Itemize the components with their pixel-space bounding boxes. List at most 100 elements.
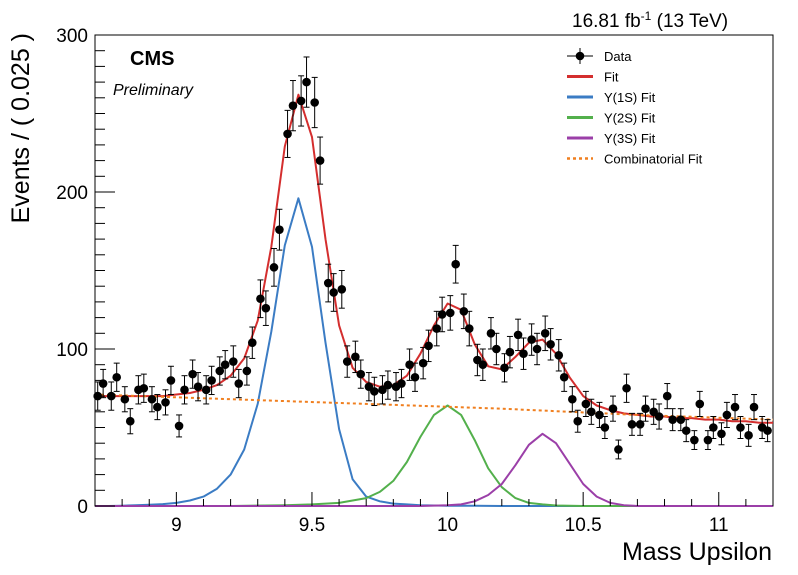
data-point (730, 402, 740, 412)
data-point (424, 341, 433, 351)
data-point (635, 420, 645, 429)
data-point (600, 423, 610, 432)
legend-data-marker (575, 51, 585, 61)
data-point (256, 294, 265, 304)
data-point (323, 278, 333, 288)
x-tick-label: 10.5 (565, 515, 602, 536)
data-point (681, 426, 691, 435)
data-point (736, 423, 745, 432)
fit-curve-2 (95, 197, 773, 507)
data-point (275, 225, 284, 234)
x-tick-label: 9.5 (299, 515, 325, 536)
y-tick-label: 0 (77, 497, 88, 518)
plot-frame (94, 34, 774, 507)
data-point (356, 369, 366, 379)
data-point (383, 380, 393, 390)
data-point (622, 383, 631, 393)
data-point (595, 410, 604, 420)
data-point (540, 329, 550, 338)
data-point (139, 383, 149, 393)
data-point (554, 350, 564, 360)
data-point (709, 423, 718, 432)
data-point (234, 379, 244, 388)
data-point (193, 382, 203, 391)
data-point (654, 412, 664, 421)
data-point (559, 372, 569, 382)
legend: Data Fit Υ(1S) Fit Υ(2S) Fit Υ(3S) Fit Combin… (567, 48, 703, 167)
data-point (201, 385, 211, 395)
legend-label: Υ(1S) Fit (604, 90, 656, 105)
data-point (627, 420, 637, 429)
data-point (478, 360, 488, 370)
data-point (405, 360, 414, 370)
data-point (532, 344, 542, 354)
data-point (188, 369, 197, 379)
x-tick-label: 9 (171, 515, 182, 536)
data-point (112, 372, 121, 382)
y-tick-label: 200 (56, 183, 88, 204)
data-point (125, 416, 135, 426)
y-tick-label: 100 (56, 340, 88, 361)
data-point (147, 394, 157, 404)
data-point (215, 366, 225, 376)
data-point (744, 431, 753, 440)
data-point (247, 338, 257, 348)
data-point (703, 435, 713, 445)
y-tick-label: 300 (56, 26, 88, 47)
data-point (337, 285, 347, 294)
data-point (608, 404, 618, 413)
data-point (586, 407, 596, 417)
data-point (161, 398, 170, 407)
luminosity-label: 16.81 fb-1 (13 TeV) (572, 9, 728, 32)
data-point (451, 259, 460, 269)
data-point (229, 357, 238, 366)
data-point (573, 416, 583, 426)
data-point (763, 426, 772, 435)
data-point (581, 399, 591, 409)
data-point (220, 360, 230, 370)
data-point (166, 376, 176, 385)
data-point (459, 307, 469, 316)
data-point (310, 98, 319, 107)
data-point (519, 349, 528, 359)
data-point (505, 347, 515, 357)
data-point (370, 387, 379, 396)
fit-curve-4 (95, 432, 773, 507)
data-point (614, 445, 623, 454)
data-point (288, 101, 298, 110)
data-point (695, 399, 705, 409)
data-point (432, 324, 442, 333)
x-axis-title: Mass Upsilon (622, 538, 772, 566)
experiment-label: CMS (130, 48, 174, 70)
data-point (153, 402, 162, 412)
data-point (492, 344, 501, 354)
data-point (568, 394, 577, 404)
data-point (106, 391, 116, 401)
data-point (98, 379, 108, 388)
data-point (641, 404, 650, 413)
status-label: Preliminary (113, 82, 194, 99)
data-point (676, 415, 686, 424)
legend-label: Υ(2S) Fit (604, 111, 656, 126)
data-point (668, 415, 677, 424)
data-point (546, 339, 555, 349)
data-point (749, 402, 759, 412)
data-point (445, 308, 455, 318)
data-point (302, 77, 311, 87)
data-point (717, 429, 726, 439)
data-point (410, 372, 420, 382)
legend-label: Fit (604, 70, 619, 85)
data-point (722, 410, 732, 420)
data-point (342, 357, 352, 366)
data-point (242, 366, 252, 376)
data-point (464, 324, 474, 333)
data-point (329, 288, 338, 297)
data-point (269, 263, 279, 272)
data-point (351, 352, 360, 362)
legend-label: Combinatorial Fit (604, 152, 703, 167)
data-point (513, 330, 523, 340)
data-point (261, 303, 271, 313)
data-point (283, 129, 292, 139)
